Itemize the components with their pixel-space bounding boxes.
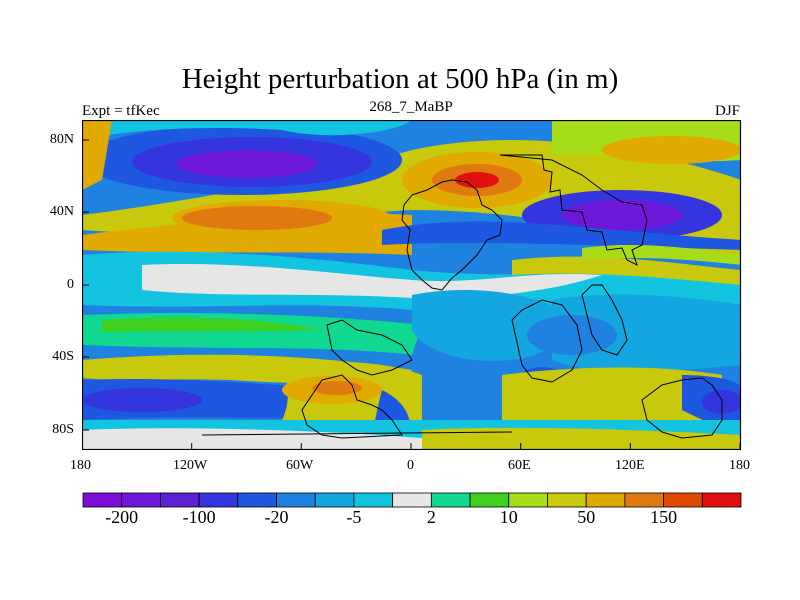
field-shading bbox=[82, 120, 740, 450]
colorbar-swatch bbox=[160, 492, 200, 508]
tick-marks bbox=[82, 139, 741, 450]
colorbar-swatch bbox=[314, 492, 355, 508]
x-tick-label: 180 bbox=[70, 458, 91, 473]
y-tick-label: 40N bbox=[49, 204, 74, 219]
center-label: 268_7_MaBP bbox=[369, 99, 453, 115]
season-label: DJF bbox=[714, 103, 740, 119]
x-tick-label: 180 bbox=[729, 458, 750, 473]
colorbar-swatch bbox=[392, 492, 432, 508]
colorbar-swatch bbox=[353, 492, 394, 508]
colorbar-swatch bbox=[701, 492, 742, 508]
x-tick-label: 60E bbox=[508, 458, 531, 473]
colorbar-label: -200 bbox=[105, 507, 139, 527]
experiment-label: Expt = tfKec bbox=[82, 103, 160, 119]
colorbar-label: 10 bbox=[499, 507, 518, 527]
y-tick-label: 0 bbox=[67, 277, 74, 292]
colorbar-label: -5 bbox=[346, 507, 362, 527]
colorbar-swatch bbox=[547, 492, 587, 508]
colorbar-swatch bbox=[237, 492, 277, 508]
colorbar-swatch bbox=[585, 492, 626, 508]
x-tick-label: 60W bbox=[286, 458, 314, 473]
colorbar-label: 150 bbox=[650, 507, 678, 527]
colorbar bbox=[82, 492, 742, 508]
y-tick-label: 40S bbox=[52, 349, 74, 364]
x-tick-label: 0 bbox=[407, 458, 414, 473]
colorbar-label: 50 bbox=[577, 507, 596, 527]
colorbar-label: -20 bbox=[264, 507, 289, 527]
colorbar-swatch bbox=[508, 492, 548, 508]
x-tick-label: 120E bbox=[615, 458, 645, 473]
x-tick-label: 120W bbox=[173, 458, 208, 473]
colorbar-swatch bbox=[469, 492, 510, 508]
colorbar-swatch bbox=[430, 492, 471, 508]
colorbar-swatch bbox=[121, 492, 161, 508]
colorbar-swatch bbox=[82, 492, 123, 508]
colorbar-swatch bbox=[624, 492, 664, 508]
colorbar-swatch bbox=[198, 492, 239, 508]
colorbar-swatch bbox=[276, 492, 316, 508]
map-title: Height perturbation at 500 hPa (in m) bbox=[181, 63, 619, 95]
colorbar-label: -100 bbox=[182, 507, 216, 527]
y-tick-label: 80N bbox=[49, 132, 74, 147]
colorbar-swatch bbox=[663, 492, 703, 508]
map-plot bbox=[82, 120, 742, 450]
y-tick-label: 80S bbox=[52, 422, 74, 437]
colorbar-label: 2 bbox=[426, 507, 436, 527]
continent-outlines bbox=[201, 154, 723, 439]
